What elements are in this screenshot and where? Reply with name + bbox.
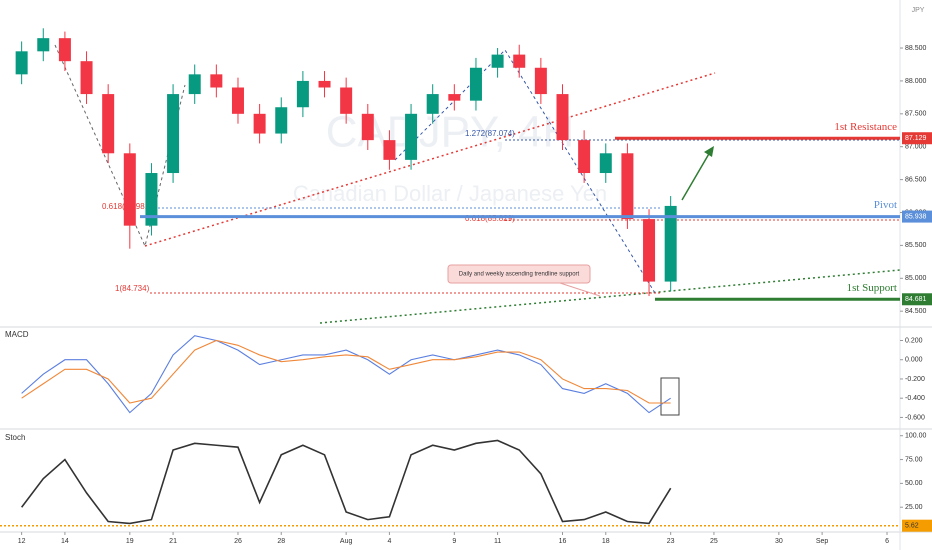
candle-body	[664, 205, 677, 282]
candle-body	[123, 153, 136, 226]
indicator-line	[21, 339, 671, 404]
y-tick-label: -0.200	[905, 376, 925, 383]
price-badge	[902, 519, 932, 532]
y-tick-label: 87.500	[905, 111, 927, 118]
callout-pointer	[559, 282, 601, 297]
candle-body	[167, 94, 180, 174]
arrow	[681, 151, 711, 201]
level-name: 1st Support	[847, 282, 897, 294]
highlight-box	[660, 377, 680, 416]
x-tick-label: 14	[61, 538, 69, 545]
y-tick-label: 75.00	[905, 456, 923, 463]
y-tick-label: 84.500	[905, 308, 927, 315]
candle-body	[145, 173, 158, 226]
y-tick-label: 86.500	[905, 176, 927, 183]
candle-body	[340, 87, 353, 114]
currency-label: JPY	[912, 7, 925, 14]
candle-body	[578, 140, 591, 174]
candle-body	[80, 61, 93, 95]
pane-title: Stoch	[5, 433, 25, 442]
candle-body	[534, 67, 547, 95]
x-tick-label: 9	[452, 538, 456, 545]
trendline	[144, 72, 716, 247]
callout-text: Daily and weekly ascending trendline sup…	[459, 272, 580, 278]
candle-body	[296, 80, 309, 108]
fib-label: 1(84.734)	[115, 284, 150, 293]
trendline	[319, 269, 901, 324]
candle-body	[210, 74, 223, 88]
x-tick-label: 4	[387, 538, 391, 545]
candle-body	[253, 113, 266, 134]
watermark-subtitle: Canadian Dollar / Japanese Yen	[293, 181, 607, 206]
level-name: 1st Resistance	[834, 121, 897, 133]
candle-body	[448, 94, 461, 101]
candle-body	[621, 153, 634, 220]
price-badge-label: 87.129	[905, 135, 927, 142]
price-badge-label: 5.62	[905, 523, 919, 530]
candle-body	[643, 219, 656, 282]
candle-body	[188, 74, 201, 95]
x-tick-label: Aug	[340, 538, 353, 545]
candle-body	[15, 51, 28, 75]
y-tick-label: 100.00	[905, 433, 927, 440]
price-badge	[902, 132, 932, 145]
y-tick-label: 88.500	[905, 45, 927, 52]
y-tick-label: -0.400	[905, 395, 925, 402]
y-tick-label: 0.200	[905, 337, 923, 344]
candle-body	[426, 94, 439, 114]
price-badge	[902, 210, 932, 223]
pane-title: MACD	[5, 330, 29, 339]
arrow-head	[704, 146, 714, 157]
candle-body	[469, 67, 482, 101]
candle-body	[361, 113, 374, 141]
x-tick-label: 6	[885, 538, 889, 545]
x-tick-label: 26	[234, 538, 242, 545]
y-tick-label: 50.00	[905, 480, 923, 487]
candle-body	[599, 153, 612, 174]
x-tick-label: 12	[18, 538, 26, 545]
y-tick-label: 85.000	[905, 275, 927, 282]
candle-body	[318, 80, 331, 88]
candle-body	[383, 140, 396, 160]
callout-box	[447, 264, 591, 284]
candle-body	[491, 54, 504, 68]
y-tick-label: -0.600	[905, 414, 925, 421]
y-tick-label: 25.00	[905, 504, 923, 511]
y-tick-label: 87.000	[905, 144, 927, 151]
candle-body	[37, 38, 50, 52]
candle-body	[58, 38, 71, 62]
level-name: Pivot	[874, 199, 897, 211]
candle-body	[275, 107, 288, 134]
x-tick-label: 25	[710, 538, 718, 545]
x-tick-label: 21	[169, 538, 177, 545]
y-tick-label: 88.000	[905, 78, 927, 85]
x-tick-label: 11	[494, 538, 501, 545]
candle-body	[102, 94, 115, 154]
x-tick-label: 30	[775, 538, 783, 545]
x-tick-label: 23	[667, 538, 675, 545]
x-tick-label: 19	[126, 538, 134, 545]
candle-body	[556, 94, 569, 141]
x-tick-label: 16	[559, 538, 567, 545]
x-tick-label: Sep	[816, 538, 829, 545]
indicator-line	[20, 439, 672, 525]
y-tick-label: 85.500	[905, 242, 927, 249]
x-tick-label: 28	[277, 538, 285, 545]
price-badge	[902, 293, 932, 306]
candle-body	[231, 87, 244, 114]
y-tick-label: 0.000	[905, 357, 923, 364]
price-badge-label: 84.681	[905, 296, 927, 303]
candle-body	[405, 113, 418, 160]
price-badge-label: 85.938	[905, 213, 927, 220]
candle-body	[513, 54, 526, 68]
indicator-line	[21, 335, 671, 414]
x-tick-label: 18	[602, 538, 610, 545]
fib-label: 0.618(85.829)	[465, 214, 515, 223]
fib-label: 1.272(87.074)	[465, 129, 515, 138]
